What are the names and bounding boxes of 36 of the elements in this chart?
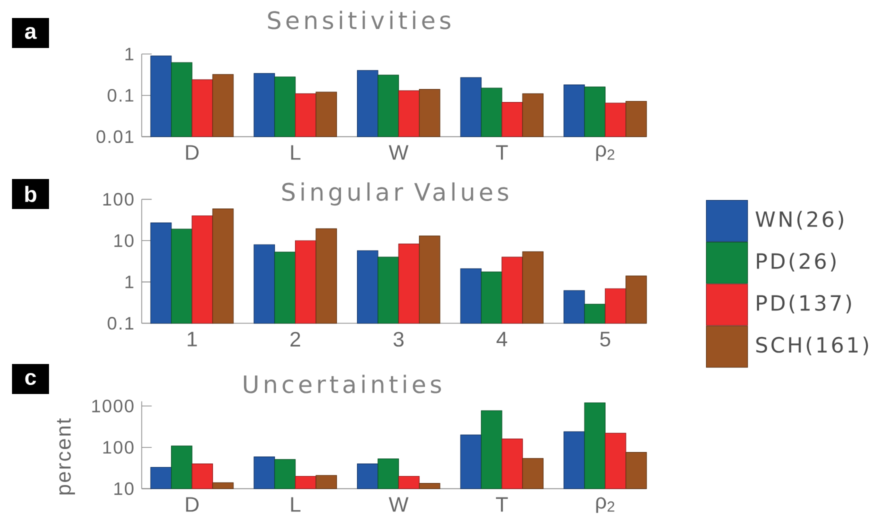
x-tick-label: 1 <box>188 332 197 346</box>
y-tick-label: 1000 <box>92 400 134 412</box>
legend-label: PD(137) <box>756 294 851 314</box>
legend-label: WN(26) <box>756 210 844 230</box>
y-tick-label: 10 <box>114 482 134 496</box>
x-tick-label: 2 <box>290 332 300 346</box>
text: c <box>25 372 36 386</box>
y-tick-label: 0.01 <box>96 130 134 144</box>
x-tick-label: D <box>186 497 199 512</box>
x-tick-label: ρ$_{2}$ <box>596 145 614 161</box>
y-tick-label: 1 <box>126 276 134 288</box>
chart-title: Singular Values <box>282 182 508 206</box>
y-tick-label: 100 <box>103 440 134 454</box>
y-axis-title: percent <box>57 418 75 494</box>
text: b <box>25 186 36 202</box>
y-tick-label: 100 <box>103 192 134 206</box>
x-tick-label: T <box>496 145 508 160</box>
y-tick-label: 0.1 <box>108 88 134 102</box>
legend-label: PD(26) <box>756 252 836 272</box>
text: a <box>25 26 37 40</box>
x-tick-label: 4 <box>496 332 508 346</box>
y-tick-label: 0.1 <box>108 316 134 330</box>
x-tick-label: ρ$_{2}$ <box>596 497 614 513</box>
x-tick-label: D <box>186 145 199 160</box>
x-tick-label: 5 <box>600 332 610 346</box>
x-tick-label: L <box>291 497 300 512</box>
y-tick-label: 10 <box>114 234 134 247</box>
legend-label: SCH(161) <box>756 336 868 356</box>
chart-title: Uncertainties <box>244 374 441 394</box>
y-tick-label: 1 <box>126 48 134 60</box>
x-tick-label: 3 <box>394 332 404 347</box>
x-tick-label: W <box>388 145 408 160</box>
x-tick-label: L <box>291 145 300 160</box>
x-tick-label: W <box>388 497 408 512</box>
x-tick-label: T <box>496 497 508 512</box>
chart-title: Sensitivities <box>268 10 450 30</box>
